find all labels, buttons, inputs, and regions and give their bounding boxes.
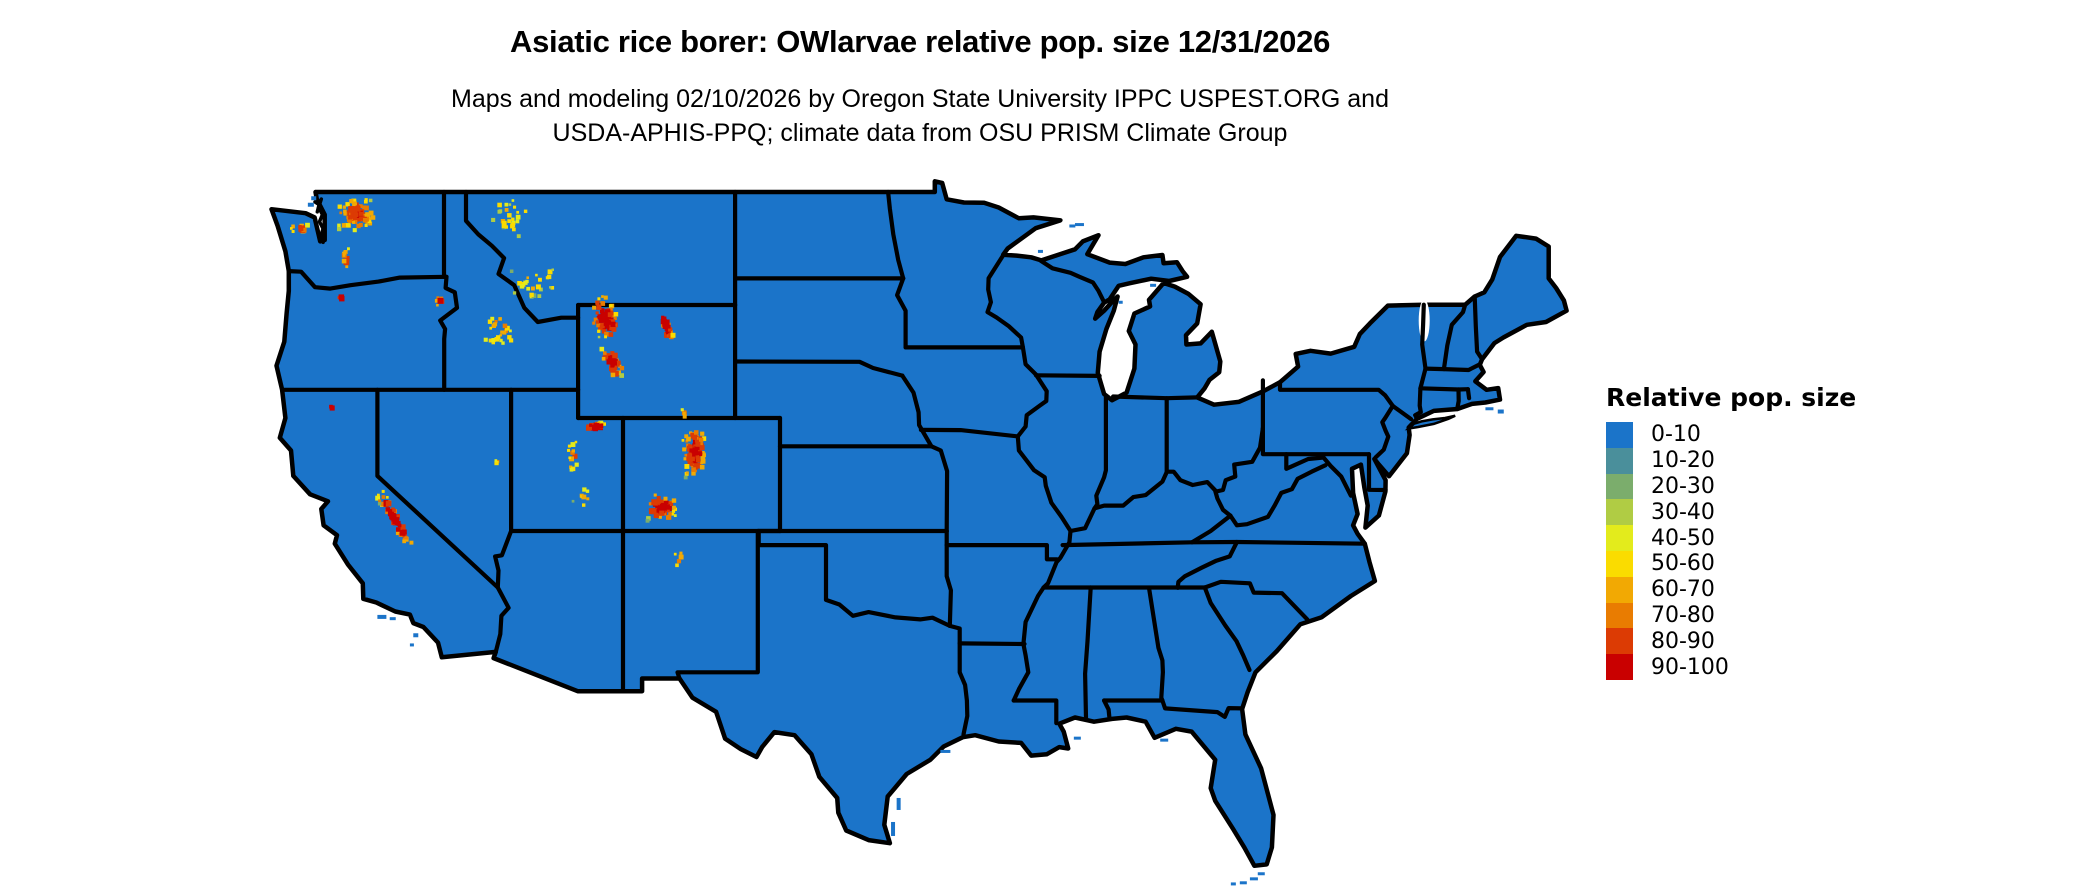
- figure-title: Asiatic rice borer: OWlarvae relative po…: [509, 24, 1331, 59]
- legend-item-60-70: 60-70: [1606, 576, 1856, 603]
- legend-rows: 0-10 10-20 20-30 30-40 40-50 50-60 60-70 70-80 8…: [1606, 422, 1856, 680]
- legend-label: 50-60: [1651, 551, 1715, 577]
- legend-swatch: [1606, 628, 1633, 655]
- figure-subtitle: Maps and modeling 02/10/2026 by Oregon S…: [0, 82, 1840, 150]
- legend-item-50-60: 50-60: [1606, 550, 1856, 577]
- legend-swatch: [1606, 576, 1633, 603]
- legend-item-0-10: 0-10: [1606, 422, 1856, 448]
- legend-item-70-80: 70-80: [1606, 602, 1856, 629]
- legend-swatch: [1606, 550, 1633, 577]
- legend-label: 80-90: [1651, 628, 1715, 654]
- legend-swatch: [1606, 499, 1633, 526]
- legend-label: 70-80: [1651, 602, 1715, 628]
- legend-swatch: [1606, 525, 1633, 551]
- hotspot-specks: [290, 198, 707, 568]
- legend-item-40-50: 40-50: [1606, 525, 1856, 551]
- legend-swatch: [1606, 654, 1633, 680]
- legend-item-80-90: 80-90: [1606, 628, 1856, 655]
- puget-sound-inlets: [313, 197, 325, 245]
- legend-label: 90-100: [1651, 654, 1729, 680]
- legend-swatch: [1606, 422, 1633, 448]
- long-island: [1404, 414, 1456, 431]
- legend-label: 60-70: [1651, 577, 1715, 603]
- legend-label: 10-20: [1651, 448, 1715, 474]
- legend-item-30-40: 30-40: [1606, 499, 1856, 526]
- legend-item-90-100: 90-100: [1606, 654, 1856, 680]
- subtitle-line-2: USDA-APHIS-PPQ; climate data from OSU PR…: [552, 119, 1288, 147]
- us-landmass: [269, 179, 1569, 869]
- legend-swatch: [1606, 602, 1633, 629]
- legend-label: 40-50: [1651, 525, 1715, 551]
- legend-item-10-20: 10-20: [1606, 447, 1856, 474]
- subtitle-line-1: Maps and modeling 02/10/2026 by Oregon S…: [451, 85, 1389, 113]
- legend-title: Relative pop. size: [1606, 383, 1857, 412]
- islands: [307, 196, 1504, 886]
- map-legend: Relative pop. size 0-10 10-20 20-30 30-40 40…: [1606, 383, 1856, 680]
- legend-swatch: [1606, 447, 1633, 474]
- legend-item-20-30: 20-30: [1606, 473, 1856, 500]
- legend-swatch: [1606, 473, 1633, 500]
- legend-label: 20-30: [1651, 473, 1715, 499]
- legend-label: 30-40: [1651, 499, 1715, 525]
- legend-label: 0-10: [1651, 422, 1701, 448]
